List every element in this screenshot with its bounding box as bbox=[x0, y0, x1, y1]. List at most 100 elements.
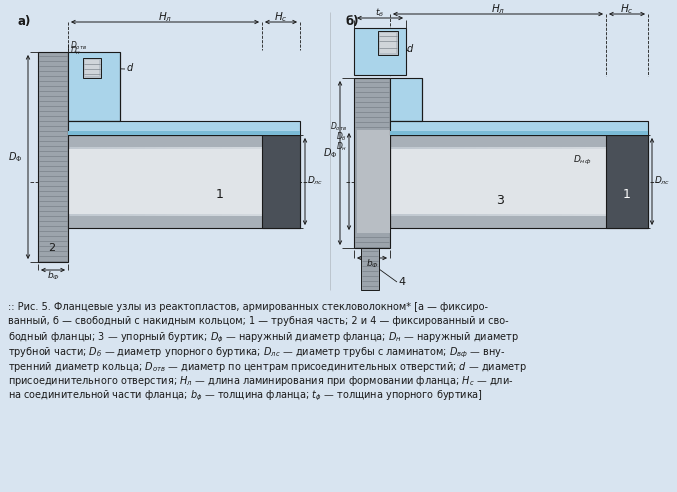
Bar bbox=[189, 135, 190, 228]
Bar bbox=[91, 135, 92, 228]
Bar bbox=[411, 135, 412, 228]
Bar bbox=[103, 135, 104, 228]
Bar bbox=[485, 135, 486, 228]
Bar bbox=[391, 135, 392, 228]
Bar bbox=[605, 135, 606, 228]
Bar bbox=[620, 135, 621, 228]
Bar bbox=[159, 135, 160, 228]
Bar bbox=[221, 135, 222, 228]
Bar bbox=[627, 135, 628, 228]
Bar bbox=[578, 135, 579, 228]
Bar bbox=[421, 135, 422, 228]
Bar bbox=[214, 135, 215, 228]
Bar bbox=[514, 135, 515, 228]
Bar bbox=[522, 135, 523, 228]
Bar bbox=[181, 135, 182, 228]
Bar bbox=[540, 135, 541, 228]
Bar bbox=[508, 135, 509, 228]
Bar bbox=[623, 135, 624, 228]
Bar bbox=[444, 135, 445, 228]
Bar bbox=[533, 135, 534, 228]
Bar bbox=[137, 135, 138, 228]
Bar bbox=[151, 135, 152, 228]
Bar bbox=[408, 135, 409, 228]
Bar bbox=[208, 135, 209, 228]
Bar bbox=[505, 135, 506, 228]
Bar bbox=[643, 135, 644, 228]
Bar bbox=[400, 135, 401, 228]
Bar bbox=[134, 135, 135, 228]
Bar bbox=[622, 135, 623, 228]
Bar bbox=[499, 135, 500, 228]
Bar bbox=[160, 135, 161, 228]
Bar bbox=[581, 135, 582, 228]
Text: б): б) bbox=[346, 16, 359, 29]
Bar bbox=[526, 135, 527, 228]
Text: $H_л$: $H_л$ bbox=[491, 2, 505, 16]
Bar bbox=[82, 135, 83, 228]
Bar bbox=[156, 135, 157, 228]
Bar bbox=[185, 135, 186, 228]
Bar bbox=[241, 135, 242, 228]
Text: $D_{отв}$: $D_{отв}$ bbox=[70, 40, 87, 52]
Bar bbox=[122, 135, 123, 228]
Bar bbox=[86, 135, 87, 228]
Bar bbox=[583, 135, 584, 228]
Bar bbox=[431, 135, 432, 228]
Bar bbox=[178, 135, 179, 228]
Bar bbox=[598, 135, 599, 228]
Bar bbox=[102, 135, 103, 228]
Bar bbox=[108, 135, 109, 228]
Bar bbox=[418, 135, 419, 228]
Bar bbox=[430, 135, 431, 228]
Bar bbox=[98, 135, 99, 228]
Bar bbox=[176, 135, 177, 228]
Bar bbox=[228, 135, 229, 228]
Bar bbox=[294, 135, 295, 228]
Bar bbox=[397, 135, 398, 228]
Bar bbox=[113, 135, 114, 228]
Bar bbox=[68, 121, 300, 135]
Bar bbox=[68, 131, 300, 135]
Bar bbox=[572, 135, 573, 228]
Bar bbox=[390, 135, 391, 228]
Bar bbox=[225, 135, 226, 228]
Bar bbox=[409, 135, 410, 228]
Bar bbox=[517, 135, 518, 228]
Text: а): а) bbox=[18, 16, 31, 29]
Bar bbox=[276, 135, 277, 228]
Bar bbox=[193, 135, 194, 228]
Bar bbox=[640, 135, 641, 228]
Bar bbox=[123, 135, 124, 228]
Bar bbox=[140, 135, 141, 228]
Bar bbox=[267, 135, 268, 228]
Bar bbox=[143, 135, 144, 228]
Bar bbox=[254, 135, 255, 228]
Bar bbox=[180, 135, 181, 228]
Bar bbox=[83, 135, 84, 228]
Bar bbox=[458, 135, 459, 228]
Bar bbox=[235, 135, 236, 228]
Bar bbox=[402, 135, 403, 228]
Bar bbox=[488, 135, 489, 228]
Bar bbox=[561, 135, 562, 228]
Bar bbox=[190, 135, 191, 228]
Bar bbox=[196, 135, 197, 228]
Bar bbox=[231, 135, 232, 228]
Text: на соединительной части фланца; $b_\phi$ — толщина фланца; $t_\phi$ — толщина уп: на соединительной части фланца; $b_\phi$… bbox=[8, 389, 483, 403]
Bar bbox=[482, 135, 483, 228]
Bar bbox=[549, 135, 550, 228]
Bar bbox=[523, 135, 524, 228]
Bar bbox=[502, 135, 503, 228]
Bar bbox=[258, 135, 259, 228]
Bar bbox=[293, 135, 294, 228]
Bar bbox=[466, 135, 467, 228]
Text: $D_\Phi$: $D_\Phi$ bbox=[323, 146, 337, 160]
Bar bbox=[417, 135, 418, 228]
Bar bbox=[131, 135, 132, 228]
Text: $D_{н}$: $D_{н}$ bbox=[70, 45, 81, 57]
Bar bbox=[480, 135, 481, 228]
Bar bbox=[554, 135, 555, 228]
Bar bbox=[248, 135, 249, 228]
Bar bbox=[101, 135, 102, 228]
